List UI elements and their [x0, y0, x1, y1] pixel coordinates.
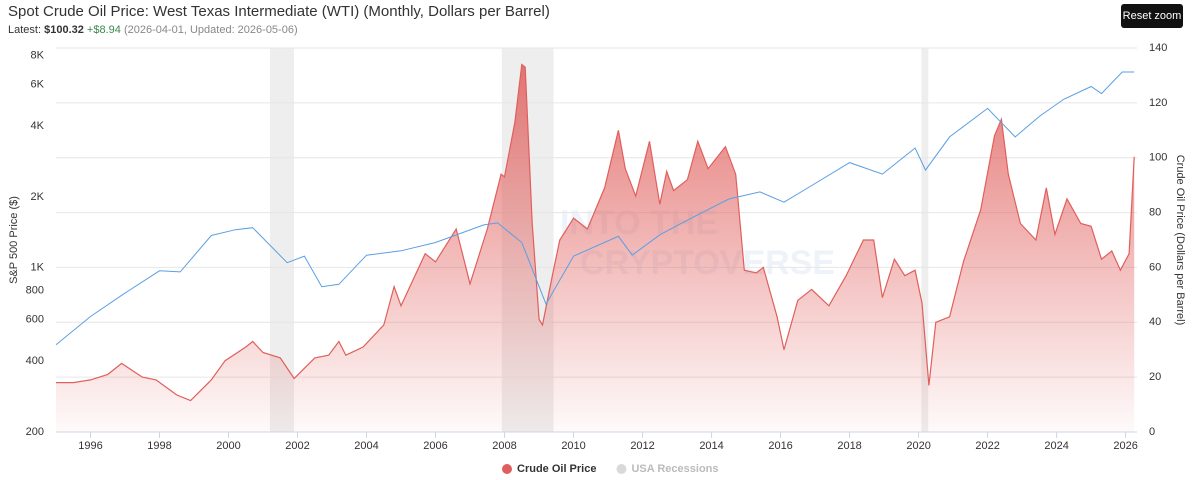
subtitle: Latest: $100.32 +$8.94 (2026-04-01, Upda… [8, 24, 298, 36]
y-tick-label: 600 [26, 314, 44, 326]
latest-date: (2026-04-01, Updated: 2026-05-06) [124, 24, 298, 36]
x-tick-label: 2014 [699, 440, 723, 452]
x-tick-label: 2018 [837, 440, 861, 452]
x-tick-label: 1998 [147, 440, 171, 452]
y2-axis-title: Crude Oil Price (Dollars per Barrel) [1174, 155, 1186, 326]
area [56, 64, 1135, 432]
y2-tick-label: 0 [1149, 426, 1155, 438]
latest-label: Latest: [8, 24, 41, 36]
x-tick-label: 2006 [423, 440, 447, 452]
x-tick-label: 2008 [492, 440, 516, 452]
latest-value: $100.32 [44, 24, 84, 36]
y-tick-label: 200 [26, 426, 44, 438]
x-tick-label: 2002 [285, 440, 309, 452]
x-tick-label: 2016 [768, 440, 792, 452]
button-background[interactable] [1121, 4, 1183, 28]
y2-tick-label: 100 [1149, 152, 1167, 164]
y-axis-title: S&P 500 Price ($) [8, 196, 20, 284]
x-tick-label: 2020 [906, 440, 930, 452]
line [55, 71, 1135, 346]
y-tick-label: 400 [26, 355, 44, 367]
y2-tick-label: 120 [1149, 97, 1167, 109]
y2-tick-label: 40 [1149, 316, 1161, 328]
x-tick-label: 2000 [216, 440, 240, 452]
x-tick-label: 1996 [78, 440, 102, 452]
legend-label[interactable]: USA Recessions [631, 463, 718, 475]
legend-marker[interactable] [616, 464, 627, 474]
y2-tick-label: 20 [1149, 371, 1161, 383]
y2-tick-label: 140 [1149, 42, 1167, 54]
y-tick-label: 1K [31, 262, 45, 274]
x-tick-label: 2026 [1113, 440, 1137, 452]
x-tick-label: 2022 [975, 440, 999, 452]
recession-band [921, 48, 929, 432]
latest-change: +$8.94 [87, 24, 121, 36]
y-tick-label: 800 [26, 284, 44, 296]
x-tick-label: 2024 [1044, 440, 1068, 452]
legend-marker[interactable] [502, 464, 512, 474]
x-tick-label: 2010 [561, 440, 585, 452]
legend-item[interactable]: Crude Oil Price [502, 463, 596, 475]
y2-tick-label: 60 [1149, 261, 1161, 273]
reset-zoom-button[interactable]: Reset zoom [1121, 4, 1183, 28]
legend-label[interactable]: Crude Oil Price [517, 463, 596, 475]
y-tick-label: 2K [31, 191, 45, 203]
x-tick-label: 2004 [354, 440, 378, 452]
y-tick-label: 6K [31, 79, 45, 91]
x-tick-label: 2012 [630, 440, 654, 452]
chart-title: Spot Crude Oil Price: West Texas Interme… [8, 3, 550, 20]
y2-tick-label: 80 [1149, 206, 1161, 218]
y-tick-label: 8K [31, 49, 45, 61]
legend-item[interactable]: USA Recessions [616, 463, 719, 475]
y-tick-label: 4K [31, 120, 45, 132]
button-label[interactable]: Reset zoom [1123, 10, 1182, 22]
line [56, 63, 1135, 402]
